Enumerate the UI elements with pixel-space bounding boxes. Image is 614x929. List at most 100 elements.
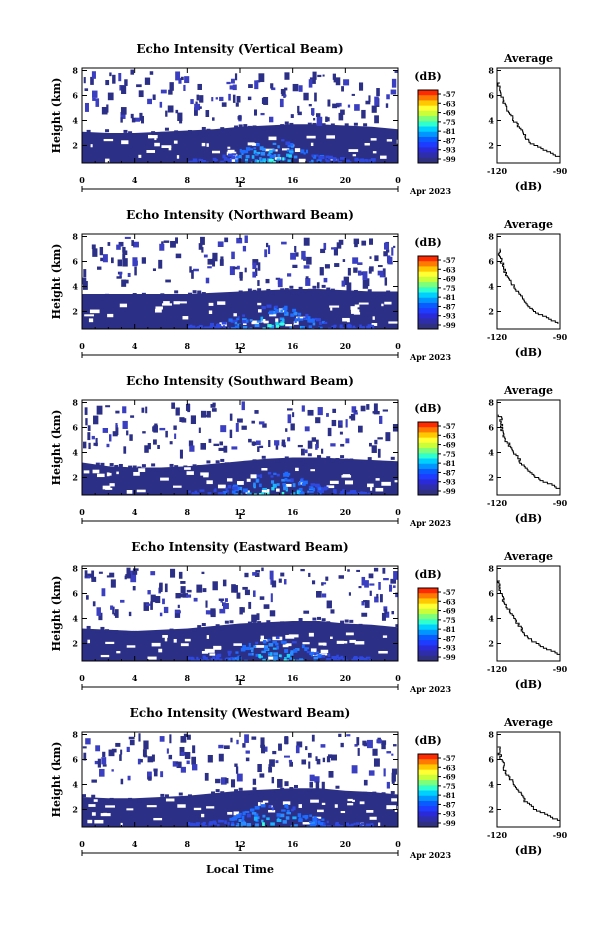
echo-cell — [277, 778, 283, 788]
echo-edge-cell — [220, 791, 225, 795]
colorbar-label: -69 — [443, 275, 456, 284]
colorbar-segment — [418, 629, 438, 636]
echo-cell — [242, 245, 247, 252]
echo-cell — [232, 266, 238, 270]
echo-cell — [346, 734, 351, 737]
echo-cell — [330, 609, 335, 614]
echo-cell — [110, 605, 114, 610]
echo-cell — [383, 251, 388, 257]
echo-cell-bright — [323, 825, 327, 827]
x-tick-label: 20 — [340, 175, 352, 185]
echo-cell — [150, 571, 156, 576]
x-tick-label: 16 — [287, 839, 299, 849]
date-label: Apr 2023 — [409, 352, 452, 362]
echo-cell-bright — [194, 493, 200, 495]
echo-edge-cell — [372, 127, 377, 131]
echo-cell — [136, 84, 142, 88]
echo-cell-bright — [308, 485, 312, 489]
echo-cell — [201, 571, 205, 575]
echo-gap — [261, 489, 267, 493]
echo-cell-bright — [207, 492, 212, 495]
echo-cell-bright — [326, 825, 331, 827]
panel-4: Echo Intensity (Westward Beam)2468Height… — [50, 706, 568, 860]
echo-edge-cell — [174, 130, 179, 134]
echo-cell — [257, 763, 262, 773]
echo-cell — [83, 752, 87, 761]
echo-gap — [217, 484, 226, 489]
echo-cell-bright — [237, 327, 241, 329]
echo-edge-cell — [160, 131, 165, 135]
echo-cell — [141, 407, 145, 413]
colorbar-segment — [418, 437, 438, 444]
echo-cell-bright — [342, 489, 345, 492]
echo-cell-bright — [230, 823, 235, 827]
colorbar-frame — [417, 587, 439, 662]
day-label: 1 — [237, 179, 243, 189]
echo-cell — [85, 595, 89, 600]
echo-gap — [119, 303, 128, 308]
echo-edge-cell — [344, 792, 349, 796]
echo-cell — [248, 601, 252, 609]
echo-gap — [308, 632, 314, 637]
echo-cell — [309, 774, 315, 782]
echo-edge-cell — [169, 463, 174, 467]
echo-edge-cell — [284, 121, 289, 125]
echo-gap — [93, 799, 98, 802]
echo-gap — [312, 816, 322, 819]
echo-cell — [120, 599, 125, 603]
echo-cell — [252, 441, 255, 446]
echo-gap — [88, 318, 94, 323]
echo-cell-bright — [293, 648, 298, 653]
day-label: 1 — [237, 677, 243, 687]
echo-edge-cell — [326, 287, 331, 291]
echo-cell — [268, 767, 273, 773]
echo-cell — [340, 443, 345, 447]
echo-cell — [335, 77, 341, 86]
echo-edge-cell — [192, 290, 197, 294]
echo-cell — [218, 447, 225, 451]
echo-cell-bright — [335, 659, 341, 661]
echo-gap — [227, 811, 233, 815]
echo-cell — [373, 567, 379, 572]
echo-cell — [194, 103, 201, 111]
echo-cell-bright — [328, 155, 333, 160]
echo-cell-bright — [300, 150, 304, 154]
echo-gap — [320, 649, 329, 654]
echo-cell — [382, 268, 386, 278]
avg-title: Average — [503, 52, 553, 65]
echo-cell — [281, 439, 286, 447]
echo-cell-bright — [311, 327, 315, 329]
avg-x-tick-label: -120 — [487, 830, 507, 840]
echo-cell — [259, 596, 265, 600]
echo-cell-bright — [302, 327, 305, 329]
echo-cell — [231, 446, 238, 450]
echo-cell — [183, 84, 186, 91]
echo-edge-cell — [187, 794, 192, 798]
echo-cell — [259, 773, 265, 778]
echo-edge-cell — [266, 620, 271, 624]
x-tick-label: 20 — [340, 341, 352, 351]
echo-edge-cell — [261, 623, 266, 627]
echo-cell — [84, 407, 88, 415]
echo-cell-bright — [294, 319, 297, 324]
echo-gap — [257, 309, 262, 313]
echo-cell-bright — [305, 313, 309, 318]
echo-gap — [230, 158, 238, 162]
echo-cell — [252, 259, 259, 266]
echo-cell — [284, 87, 288, 91]
colorbar-segment — [418, 287, 438, 293]
echo-cell — [186, 760, 190, 765]
echo-cell — [369, 266, 374, 272]
echo-cell — [181, 418, 187, 423]
echo-edge-cell — [224, 794, 229, 798]
echo-cell — [383, 578, 389, 581]
echo-gap — [233, 313, 237, 317]
echo-gap — [100, 654, 110, 658]
echo-cell-bright — [309, 823, 314, 827]
echo-cell — [326, 756, 331, 763]
echo-cell — [314, 776, 320, 783]
echo-cell-bright — [259, 157, 262, 161]
x-tick-label: 4 — [132, 341, 138, 351]
echo-cell-bright — [290, 313, 295, 317]
echo-cell-bright — [255, 143, 260, 147]
